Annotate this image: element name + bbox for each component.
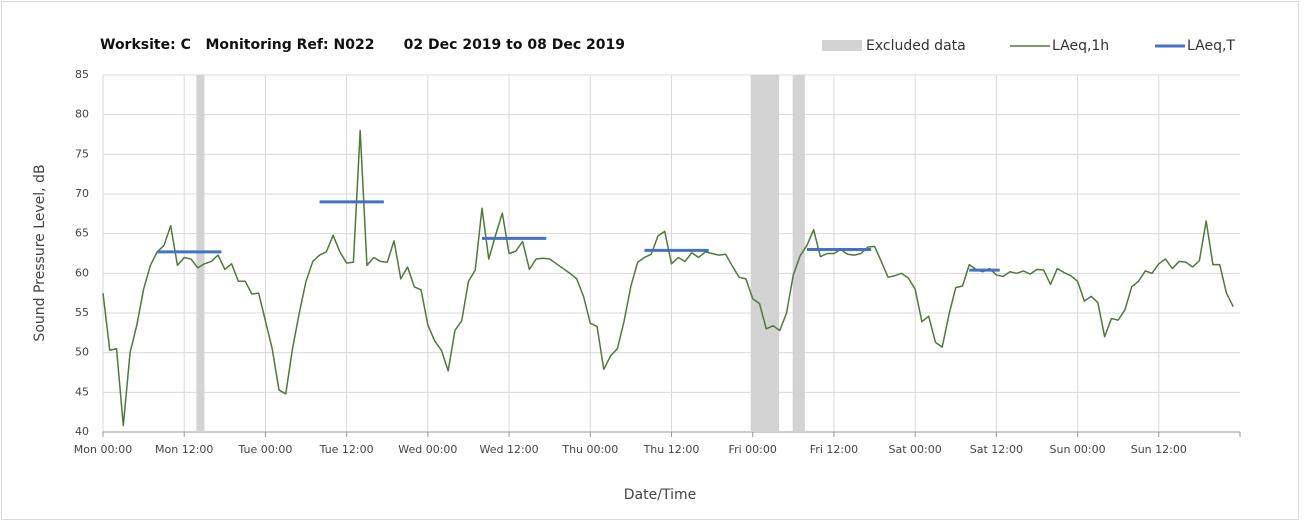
y-tick-label: 40 <box>75 425 89 438</box>
y-tick-label: 45 <box>75 385 89 398</box>
legend-label: Excluded data <box>866 38 966 54</box>
x-tick-label: Sun 00:00 <box>1050 443 1106 456</box>
legend: Excluded data LAeq,1h LAeq,T <box>822 38 1235 54</box>
x-tick-label: Tue 00:00 <box>237 443 292 456</box>
line-series <box>102 129 1234 427</box>
legend-label: LAeq,1h <box>1052 38 1109 54</box>
x-tick-label: Mon 00:00 <box>74 443 132 456</box>
excluded-range <box>750 75 780 432</box>
legend-swatch <box>822 40 862 51</box>
legend-label: LAeq,T <box>1187 38 1235 54</box>
y-tick-label: 70 <box>75 187 89 200</box>
y-axis-title: Sound Pressure Level, dB <box>32 164 48 341</box>
x-tick-label: Mon 12:00 <box>155 443 213 456</box>
x-tick-label: Fri 12:00 <box>810 443 858 456</box>
y-tick-label: 80 <box>75 108 89 121</box>
x-tick-label: Wed 00:00 <box>398 443 457 456</box>
x-tick-label: Sun 12:00 <box>1131 443 1187 456</box>
chart-title: Worksite: C Monitoring Ref: N022 02 Dec … <box>100 37 625 53</box>
y-tick-label: 75 <box>75 147 89 160</box>
x-tick-label: Thu 00:00 <box>561 443 618 456</box>
x-tick-label: Sat 12:00 <box>970 443 1023 456</box>
x-tick-label: Tue 12:00 <box>319 443 374 456</box>
excluded-range <box>792 75 805 432</box>
x-axis-title: Date/Time <box>624 487 696 503</box>
x-tick-label: Fri 00:00 <box>729 443 777 456</box>
y-tick-label: 50 <box>75 346 89 359</box>
y-tick-label: 60 <box>75 266 89 279</box>
x-tick-label: Sat 00:00 <box>889 443 942 456</box>
x-tick-label: Thu 12:00 <box>643 443 700 456</box>
y-tick-label: 55 <box>75 306 89 319</box>
x-tick-label: Wed 12:00 <box>479 443 538 456</box>
excluded-range <box>196 75 205 432</box>
y-tick-label: 85 <box>75 68 89 81</box>
y-tick-label: 65 <box>75 227 89 240</box>
